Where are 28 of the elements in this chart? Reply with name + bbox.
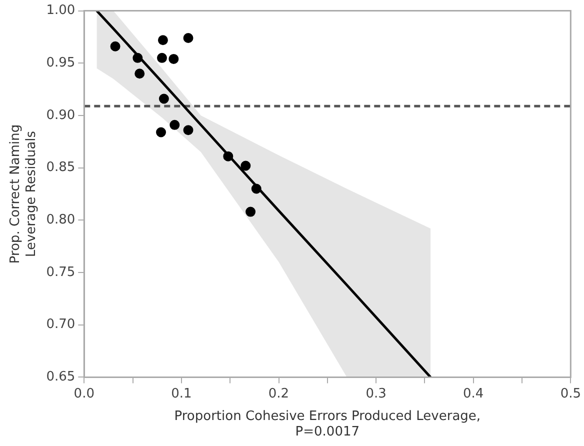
- y-tick-label: 0.70: [46, 317, 76, 332]
- point: [158, 35, 168, 46]
- point: [240, 160, 251, 171]
- point: [156, 127, 166, 138]
- y-tick-label: 0.80: [46, 212, 76, 228]
- point: [156, 52, 167, 63]
- x-tick-label: 0.1: [171, 386, 192, 402]
- x-tick-label: 0.5: [560, 386, 582, 402]
- point: [110, 41, 120, 52]
- y-tick-label: 0.65: [46, 370, 76, 385]
- y-axis-title: Prop. Correct Naming Leverage Residuals: [8, 124, 39, 264]
- point: [246, 206, 256, 217]
- point: [183, 125, 194, 136]
- y-tick-label: 0.85: [46, 160, 76, 176]
- y-tick-label: 0.95: [46, 56, 76, 71]
- x-tick-label: 0.0: [74, 386, 94, 402]
- x-tick-label: 0.4: [463, 386, 484, 402]
- x-tick-label: 0.2: [268, 386, 290, 402]
- point: [168, 54, 179, 64]
- x-tick-label: 0.3: [366, 386, 386, 402]
- y-tick-label: 0.90: [46, 108, 76, 123]
- y-tick-label: 0.75: [46, 264, 76, 280]
- point: [134, 68, 145, 79]
- x-axis-title: Proportion Cohesive Errors Produced Leverage, P=0.0017: [174, 408, 481, 440]
- point: [170, 120, 180, 130]
- point: [183, 33, 194, 44]
- y-tick-label: 1.00: [46, 3, 76, 18]
- point: [158, 94, 169, 104]
